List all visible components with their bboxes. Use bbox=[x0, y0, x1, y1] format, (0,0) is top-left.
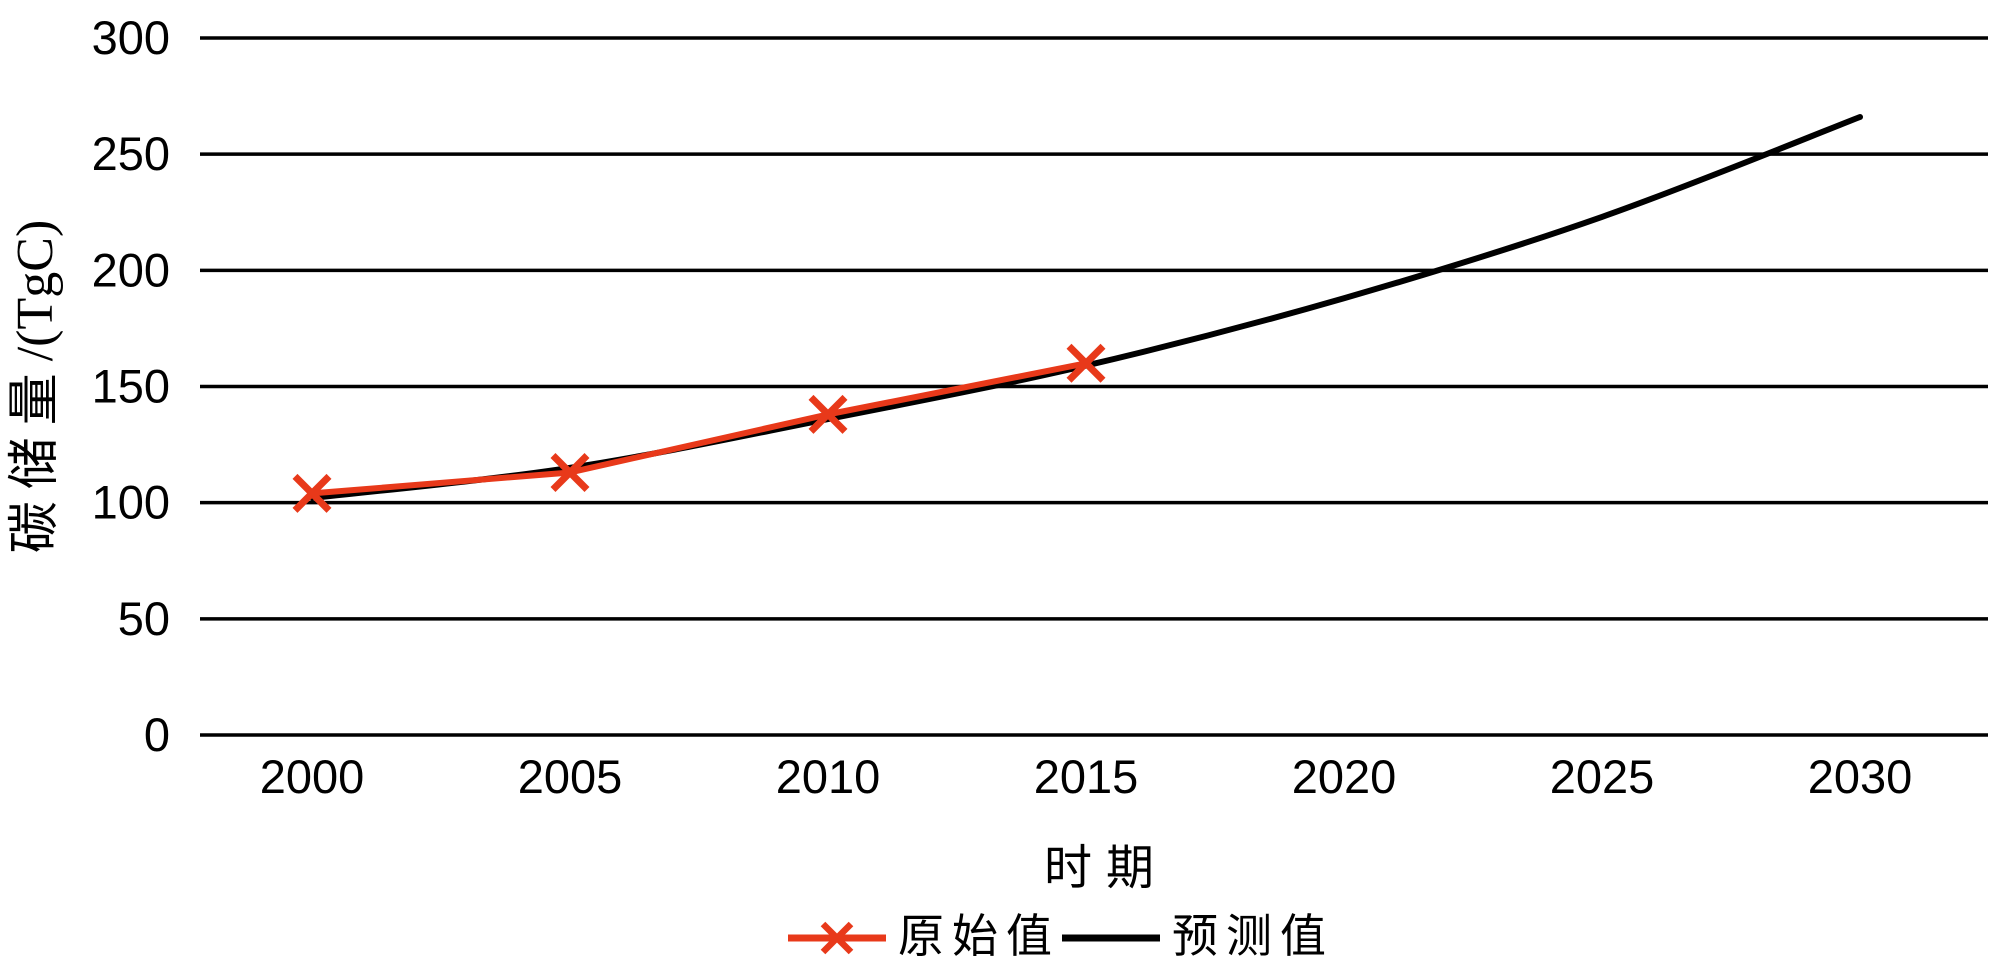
x-tick-label: 2030 bbox=[1808, 750, 1913, 803]
x-tick-label: 2020 bbox=[1292, 750, 1397, 803]
legend-original-x-marker bbox=[820, 921, 854, 955]
y-tick-label: 150 bbox=[92, 360, 170, 413]
legend: 原始值 预测值 bbox=[788, 911, 1334, 957]
x-tick-label: 2015 bbox=[1034, 750, 1139, 803]
series-original-line bbox=[311, 360, 1087, 497]
y-tick-label: 0 bbox=[144, 708, 170, 761]
x-axis-title: 时期 bbox=[1044, 842, 1168, 895]
y-tick-label: 250 bbox=[92, 127, 170, 180]
y-tick-label: 200 bbox=[92, 243, 170, 296]
x-marker bbox=[292, 473, 332, 513]
legend-predicted-label: 预测值 bbox=[1172, 911, 1334, 957]
y-axis-title-unit: /(TgC) bbox=[7, 220, 64, 362]
y-axis-title-cjk: 碳储量 bbox=[7, 361, 64, 553]
x-marker bbox=[550, 452, 590, 492]
y-tick-label: 300 bbox=[92, 11, 170, 64]
x-tick-label: 2010 bbox=[776, 750, 881, 803]
y-tick-label: 50 bbox=[118, 592, 170, 645]
legend-original-label: 原始值 bbox=[898, 911, 1060, 957]
x-tick-label: 2000 bbox=[260, 750, 365, 803]
y-axis-title: 碳储量/(TgC) bbox=[7, 220, 64, 554]
series-predicted-line bbox=[309, 113, 1863, 502]
x-tick-label: 2025 bbox=[1550, 750, 1655, 803]
x-tick-label: 2005 bbox=[518, 750, 623, 803]
y-tick-label: 100 bbox=[92, 476, 170, 529]
x-marker bbox=[1066, 343, 1106, 383]
x-marker bbox=[808, 394, 848, 434]
